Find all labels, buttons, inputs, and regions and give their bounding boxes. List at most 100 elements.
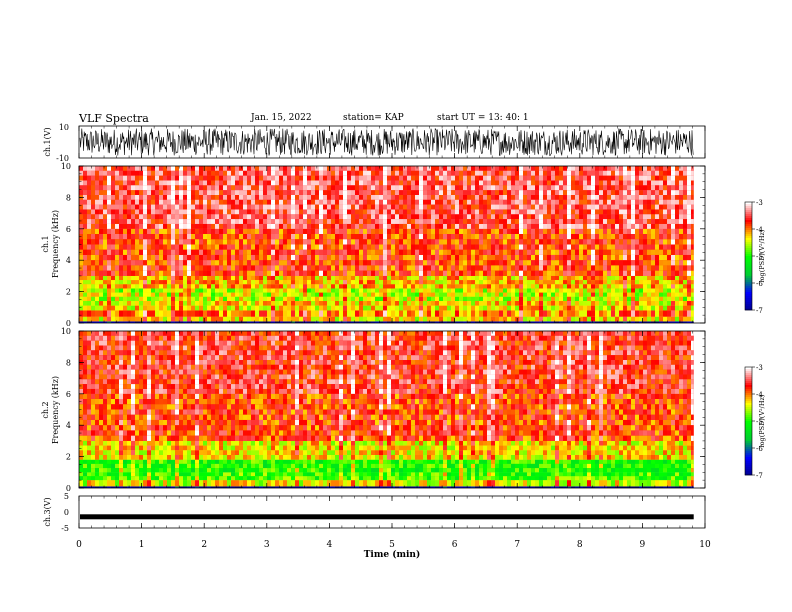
spectrogram-cell [367,301,371,306]
spectrogram-cell [583,265,587,271]
spectrogram-cell [479,301,483,306]
spectrogram-cell [343,190,347,196]
spectrogram-cell [387,316,391,322]
spectrogram-cell [323,270,327,276]
spectrogram-cell [239,260,243,266]
spectrogram-cell [507,292,511,297]
spectrogram-cell [611,224,615,229]
spectrogram-cell [387,244,391,250]
spectrogram-cell [347,224,351,229]
spectrogram-cell [447,305,451,311]
spectrogram-cell [99,316,103,322]
spectrogram-cell [587,305,591,311]
spectrogram-cell [163,260,167,266]
spectrogram-cell [207,288,211,293]
spectrogram-cell [651,170,655,176]
spectrogram-cell [311,219,315,224]
spectrogram-cell [279,316,283,322]
spectrogram-cell [319,255,323,261]
spectrogram-cell [319,199,323,205]
spectrogram-cell [319,316,323,322]
spectrogram-cell [279,296,283,301]
spectrogram-cell [87,190,91,196]
spectrogram-cell [663,249,667,255]
spectrogram-cell [83,301,87,306]
spectrogram-cell [391,305,395,311]
spectrogram-cell [575,292,579,297]
spectrogram-cell [631,204,635,210]
spectrogram-cell [587,175,591,181]
spectrogram-cell [487,175,491,181]
spectrogram-cell [339,195,343,200]
spectrogram-cell [447,280,451,285]
spectrogram-cell [351,301,355,306]
spectrogram-cell [487,185,491,191]
spectrogram-cell [519,292,523,297]
spectrogram-cell [271,284,275,289]
spectrogram-cell [399,265,403,271]
spectrogram-cell [351,234,355,240]
spectrogram-cell [235,265,239,271]
spectrogram-cell [307,296,311,301]
spectrogram-cell [347,185,351,191]
spectrogram-cell [299,195,303,200]
spectrogram-cell [287,199,291,205]
spectrogram-cell [507,270,511,276]
spectrogram-cell [131,275,135,281]
spectrogram-cell [527,301,531,306]
spectrogram-cell [567,170,571,176]
spectrogram-cell [455,209,459,215]
spectrogram-cell [151,224,155,229]
spectrogram-cell [271,190,275,196]
spectrogram-cell [571,284,575,289]
spectrogram-cell [215,280,219,285]
spectrogram-cell [411,260,415,266]
spectrogram-cell [135,228,139,235]
spectrogram-cell [543,170,547,176]
spectrogram-cell [507,249,511,255]
spectrogram-cell [247,244,251,250]
spectrogram-cell [627,180,631,186]
spectrogram-cell [271,199,275,205]
spectrogram-cell [239,219,243,224]
spectrogram-cell [451,170,455,176]
spectrogram-cell [83,175,87,181]
spectrogram-cell [559,239,563,245]
spectrogram-cell [335,260,339,266]
spectrogram-cell [91,321,95,323]
spectrogram-cell [267,239,271,245]
spectrogram-cell [83,249,87,255]
spectrogram-cell [547,255,551,261]
spectrogram-cell [403,244,407,250]
spectrogram-cell [215,305,219,311]
spectrogram-cell [623,316,627,322]
spectrogram-cell [271,305,275,311]
spectrogram-cell [535,166,539,171]
spectrogram-cell [327,166,331,171]
spectrogram-cell [303,170,307,176]
spectrogram-cell [115,185,119,191]
spectrogram-cell [555,170,559,176]
spectrogram-cell [591,228,595,235]
spectrogram-cell [675,244,679,250]
spectrogram-cell [99,185,103,191]
spectrogram-cell [371,224,375,229]
spectrogram-cell [111,199,115,205]
spectrogram-cell [639,244,643,250]
spectrogram-cell [515,224,519,229]
spectrogram-cell [303,175,307,181]
spectrogram-cell [387,180,391,186]
spectrogram-cell [363,301,367,306]
spectrogram-cell [399,204,403,210]
spectrogram-cell [495,310,499,317]
spectrogram-cell [359,244,363,250]
spectrogram-cell [215,270,219,276]
spectrogram-cell [655,175,659,181]
spectrogram-cell [403,228,407,235]
spectrogram-cell [151,170,155,176]
spectrogram-cell [143,195,147,200]
spectrogram-cell [415,270,419,276]
spectrogram-cell [135,288,139,293]
spectrogram-cell [115,175,119,181]
spectrogram-cell [471,288,475,293]
